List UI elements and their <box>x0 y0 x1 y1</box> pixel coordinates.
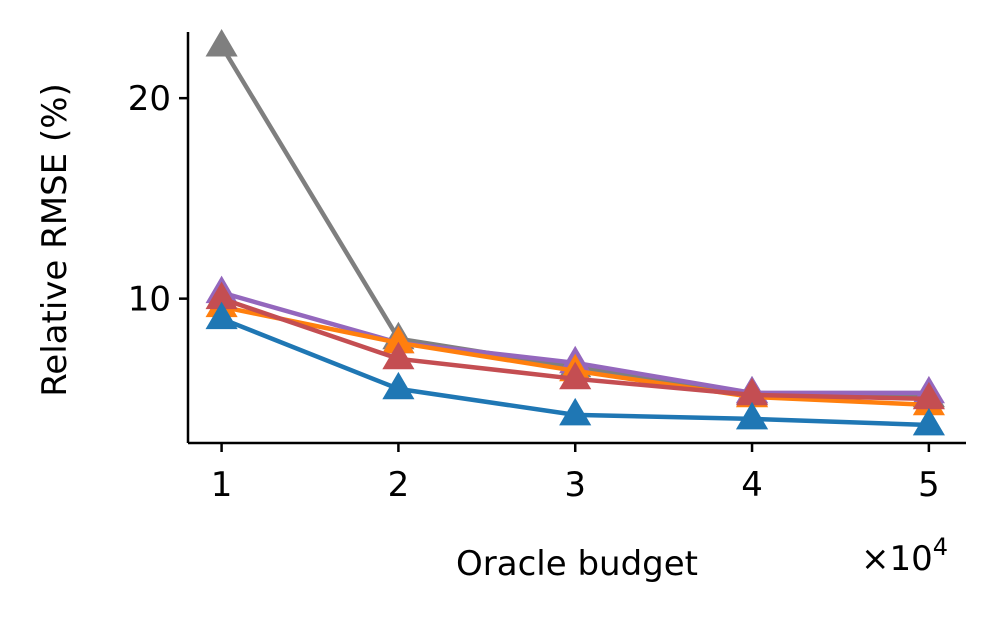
series-line <box>219 43 932 400</box>
x-tick-label: 5 <box>918 465 940 505</box>
data-point-marker <box>205 301 238 330</box>
x-tick-label: 1 <box>211 465 233 505</box>
series-layer <box>205 29 945 436</box>
data-point-marker <box>205 29 238 57</box>
series-5 <box>205 301 945 436</box>
data-point-marker <box>382 371 415 400</box>
y-tick-label: 20 <box>128 79 171 119</box>
x-scale-label: ×104 <box>861 533 948 579</box>
x-tick-label: 2 <box>388 465 410 505</box>
x-tick-label: 3 <box>564 465 586 505</box>
data-point-marker <box>735 401 769 430</box>
y-axis-title: Relative RMSE (%) <box>35 83 75 397</box>
x-tick-label: 4 <box>741 465 763 505</box>
y-ticks: 10 20 <box>128 79 188 320</box>
x-scale-base: ×10 <box>861 539 933 579</box>
series-4 <box>205 281 945 410</box>
data-point-marker <box>559 397 592 426</box>
data-point-marker <box>382 341 415 370</box>
x-axis-title: Oracle budget <box>456 544 698 584</box>
x-ticks: 1 2 3 4 5 <box>211 443 940 505</box>
x-scale-exponent: 4 <box>933 533 948 561</box>
data-point-marker <box>912 408 945 436</box>
data-point-marker <box>559 361 592 390</box>
y-tick-label: 10 <box>128 280 171 320</box>
